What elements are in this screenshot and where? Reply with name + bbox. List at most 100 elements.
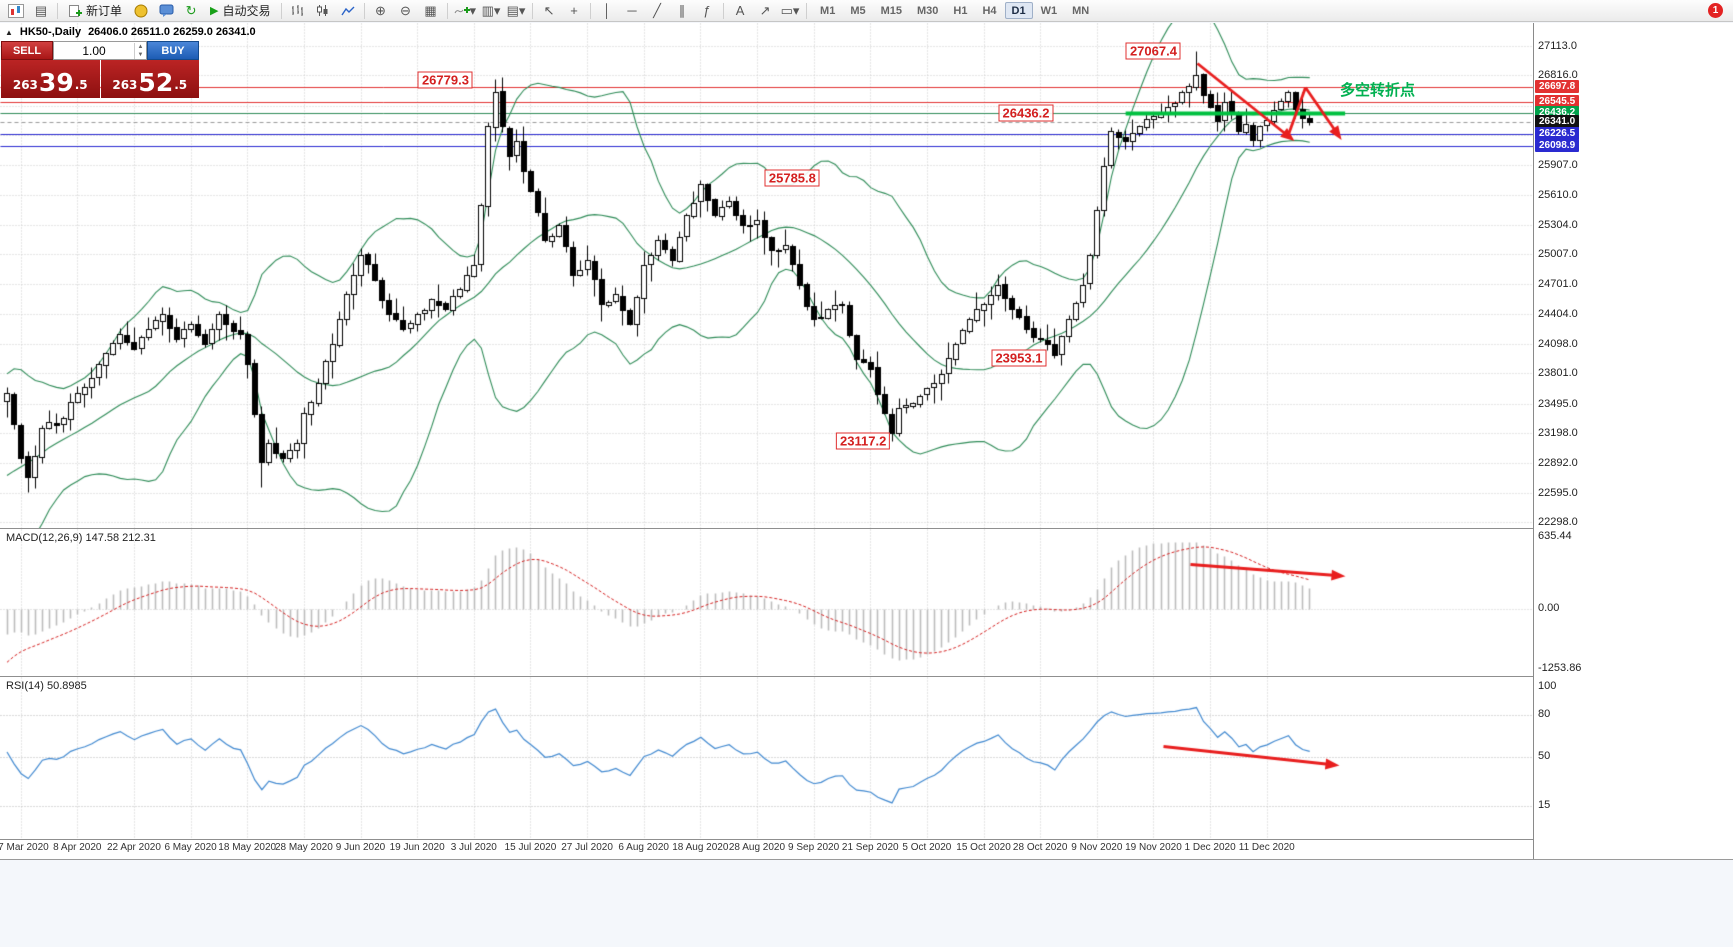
- date-axis-label: 9 Sep 2020: [788, 842, 840, 853]
- crosshair-icon[interactable]: +: [570, 3, 578, 18]
- timeframe-m15[interactable]: M15: [874, 2, 909, 19]
- timeframe-group: M1 M5 M15 M30 H1 H4 D1 W1 MN: [813, 2, 1096, 19]
- channel-icon[interactable]: ∥: [678, 3, 686, 18]
- fibonacci-icon[interactable]: ƒ: [703, 3, 711, 18]
- cursor-icon[interactable]: ↖: [543, 3, 555, 18]
- price-callout[interactable]: 23117.2: [836, 432, 891, 450]
- symbol-period-label: HK50-,Daily: [19, 26, 82, 38]
- date-axis-label: 19 Jun 2020: [389, 842, 445, 853]
- date-axis-label: 22 Apr 2020: [106, 842, 161, 853]
- price-callout[interactable]: 25785.8: [764, 169, 820, 187]
- arrow-object-icon[interactable]: ↗: [759, 3, 771, 18]
- buy-price-display[interactable]: 263 52 .5: [100, 60, 199, 98]
- toolbar-separator: [446, 2, 448, 19]
- text-label-icon[interactable]: A: [735, 3, 745, 18]
- notification-badge[interactable]: 1: [1708, 3, 1723, 18]
- price-axis-label: 25304.0: [1538, 218, 1578, 231]
- volume-box: ▲▼: [53, 41, 147, 60]
- indicators-button[interactable]: ▾: [452, 1, 479, 21]
- timeframe-m30[interactable]: M30: [910, 2, 945, 19]
- price-axis-label: 25610.0: [1538, 188, 1578, 201]
- price-callout[interactable]: 23953.1: [991, 349, 1047, 367]
- date-axis-label: 8 Apr 2020: [53, 842, 102, 853]
- price-axis[interactable]: 27113.026816.026510.026213.025907.025610…: [1533, 23, 1733, 859]
- workspace-empty-area: [0, 860, 1733, 947]
- date-axis-label: 15 Oct 2020: [956, 842, 1011, 853]
- price-axis-label: 23495.0: [1538, 397, 1578, 410]
- new-order-button[interactable]: 新订单: [62, 1, 128, 21]
- profiles-icon[interactable]: ▤: [34, 3, 48, 18]
- main-toolbar: ▤ 新订单 ↻ ▶ 自动交易 ⊕ ⊖ ▦ ▾ ▥▾ ▤▾ ↖ + │ ─ ╱ ∥…: [0, 0, 1733, 22]
- new-chart-icon[interactable]: [4, 1, 28, 21]
- price-callout[interactable]: 26779.3: [417, 71, 473, 89]
- price-callout[interactable]: 27067.4: [1125, 42, 1181, 60]
- spinner-up-icon[interactable]: ▲: [137, 43, 144, 50]
- date-axis-label: 5 Oct 2020: [902, 842, 952, 853]
- rsi-axis-label: 15: [1538, 799, 1551, 811]
- toolbar-separator: [363, 2, 365, 19]
- volume-spinner[interactable]: ▲ ▼: [134, 42, 146, 59]
- zoom-in-icon[interactable]: ⊕: [375, 3, 386, 18]
- templates-button[interactable]: ▤▾: [506, 3, 526, 18]
- periods-button[interactable]: ▥▾: [481, 3, 501, 18]
- candlestick-chart-icon[interactable]: [311, 1, 335, 21]
- one-click-trading-panel: SELL ▲▼ BUY 263 39 .5 263 52 .5: [1, 41, 199, 98]
- toolbar-separator: [806, 2, 808, 19]
- price-line-tag: 26545.5: [1535, 95, 1580, 109]
- volume-input[interactable]: [54, 42, 134, 59]
- timeframe-m1[interactable]: M1: [813, 2, 842, 19]
- macd-panel-canvas[interactable]: [0, 529, 1533, 676]
- tile-windows-icon[interactable]: ▦: [424, 3, 437, 18]
- line-chart-icon[interactable]: [336, 1, 360, 21]
- spinner-down-icon[interactable]: ▼: [137, 51, 144, 58]
- macd-axis-label: 635.44: [1538, 530, 1572, 542]
- timeframe-h1[interactable]: H1: [946, 2, 974, 19]
- oneclick-collapse-icon[interactable]: ▲: [5, 27, 13, 37]
- main-chart-canvas[interactable]: [0, 23, 1533, 528]
- pane-separator[interactable]: [0, 676, 1733, 677]
- sell-price-prefix: 263: [12, 78, 38, 92]
- price-line-tag: 26226.5: [1535, 126, 1580, 140]
- chart-ohlc-header: ▲ HK50-,Daily 26406.0 26511.0 26259.0 26…: [5, 26, 256, 38]
- bar-chart-icon[interactable]: [286, 1, 310, 21]
- autotrading-button[interactable]: ▶ 自动交易: [204, 1, 276, 21]
- pane-separator[interactable]: [0, 528, 1733, 529]
- chat-icon[interactable]: [154, 1, 178, 21]
- toolbar-separator: [590, 2, 592, 19]
- horizontal-line-icon[interactable]: ─: [627, 3, 637, 18]
- rsi-axis-label: 100: [1538, 680, 1557, 692]
- quotes-icon[interactable]: [129, 1, 153, 21]
- date-axis-label: 1 Dec 2020: [1184, 842, 1236, 853]
- buy-price-prefix: 263: [112, 78, 138, 92]
- chart-window: ▲ HK50-,Daily 26406.0 26511.0 26259.0 26…: [0, 23, 1733, 860]
- timeframe-mn[interactable]: MN: [1065, 2, 1096, 19]
- sell-price-display[interactable]: 263 39 .5: [1, 60, 100, 98]
- ohlc-values: 26406.0 26511.0 26259.0 26341.0: [88, 26, 256, 38]
- rsi-panel-canvas[interactable]: [0, 677, 1533, 839]
- sell-button[interactable]: SELL: [1, 41, 53, 60]
- macd-indicator-label: MACD(12,26,9) 147.58 212.31: [6, 532, 156, 544]
- date-axis-label: 27 Jul 2020: [561, 842, 613, 853]
- turning-point-annotation[interactable]: 多空转折点: [1340, 82, 1416, 99]
- price-axis-label: 25007.0: [1538, 248, 1578, 261]
- timeframe-w1[interactable]: W1: [1034, 2, 1065, 19]
- vertical-line-icon[interactable]: │: [602, 3, 612, 18]
- price-callout[interactable]: 26436.2: [998, 104, 1054, 122]
- buy-button[interactable]: BUY: [147, 41, 199, 60]
- timeframe-d1[interactable]: D1: [1004, 2, 1033, 19]
- price-axis-label: 23198.0: [1538, 427, 1578, 440]
- autotrading-label: 自动交易: [222, 4, 271, 18]
- timeframe-h4[interactable]: H4: [975, 2, 1003, 19]
- price-axis-label: 27113.0: [1538, 40, 1577, 52]
- toolbar-separator: [723, 2, 725, 19]
- date-axis-label: 28 May 2020: [274, 842, 333, 853]
- trendline-icon[interactable]: ╱: [653, 3, 661, 18]
- price-line-tag: 26098.9: [1535, 139, 1580, 153]
- shapes-icon[interactable]: ▭▾: [780, 3, 800, 18]
- rsi-axis-label: 80: [1538, 708, 1551, 720]
- community-icon[interactable]: ↻: [185, 3, 197, 18]
- timeframe-m5[interactable]: M5: [843, 2, 872, 19]
- price-axis-label: 22595.0: [1538, 486, 1578, 499]
- sell-price-suffix: .5: [74, 78, 88, 92]
- zoom-out-icon[interactable]: ⊖: [400, 3, 411, 18]
